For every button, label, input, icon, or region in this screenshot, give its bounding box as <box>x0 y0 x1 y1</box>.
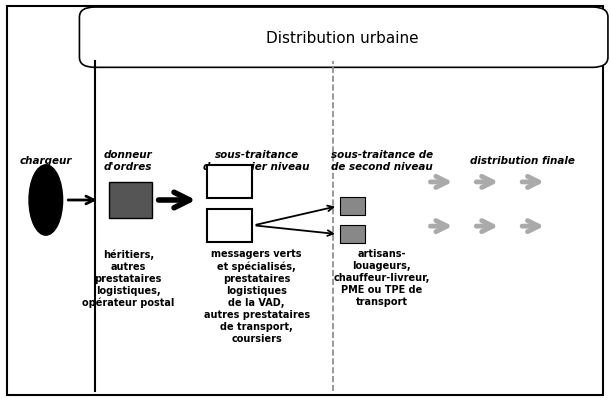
Text: héritiers,
autres
prestataires
logistiques,
opérateur postal: héritiers, autres prestataires logistiqu… <box>82 249 175 308</box>
Text: distribution finale: distribution finale <box>470 156 575 165</box>
FancyBboxPatch shape <box>79 8 608 68</box>
Bar <box>340 225 365 243</box>
Text: messagers verts
et spécialisés,
prestataires
logistiques
de la VAD,
autres prest: messagers verts et spécialisés, prestata… <box>203 249 310 343</box>
Bar <box>207 210 252 243</box>
Text: sous-traitance de
de second niveau: sous-traitance de de second niveau <box>331 149 433 172</box>
Text: Distribution urbaine: Distribution urbaine <box>266 30 419 46</box>
Text: donneur
d'ordres: donneur d'ordres <box>104 149 153 172</box>
Ellipse shape <box>29 165 63 235</box>
Text: artisans-
louageurs,
chauffeur-livreur,
PME ou TPE de
transport: artisans- louageurs, chauffeur-livreur, … <box>334 249 430 306</box>
Text: sous-traitance
de premier niveau: sous-traitance de premier niveau <box>203 149 310 172</box>
Bar <box>109 182 152 219</box>
Bar <box>340 197 365 215</box>
Text: chargeur: chargeur <box>20 156 72 165</box>
Bar <box>207 166 252 198</box>
